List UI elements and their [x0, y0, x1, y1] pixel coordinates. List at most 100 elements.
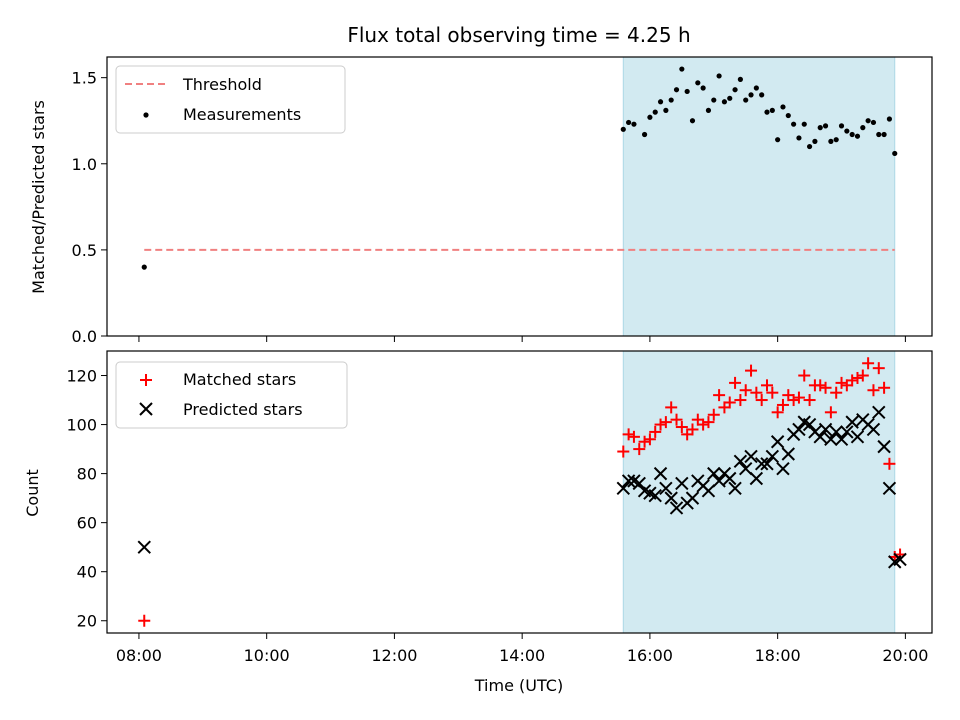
- matched-star-marker: [846, 374, 859, 387]
- measurement-point: [844, 128, 850, 134]
- measurement-point: [865, 118, 871, 124]
- measurement-point: [759, 92, 765, 98]
- matched-star-marker: [638, 435, 651, 448]
- legend-threshold-label: Threshold: [182, 75, 262, 94]
- x-tick-label: 12:00: [371, 646, 417, 665]
- matched-star-marker: [856, 369, 869, 382]
- top-panel-frame: [106, 56, 933, 337]
- measurement-point: [711, 97, 717, 103]
- predicted-star-marker: [824, 432, 838, 446]
- measurement-point: [641, 131, 648, 138]
- measurement-point: [775, 137, 781, 143]
- measurement-point: [626, 119, 632, 126]
- predicted-star-marker: [840, 425, 854, 439]
- top-y-tick-label: 1.5: [72, 69, 97, 88]
- measurement-point: [833, 137, 839, 143]
- measurement-point: [886, 116, 893, 122]
- measurement-point: [673, 87, 680, 93]
- bottom-panel: 08:00 10:00 12:00 14:00 16:00 18:00 20:00 20 40…: [23, 350, 933, 695]
- x-axis-label: Time (UTC): [474, 676, 563, 695]
- measurement-point: [668, 97, 674, 103]
- top-y-tick-label: 1.0: [72, 155, 97, 174]
- measurement-point: [620, 126, 626, 132]
- matched-star-marker: [643, 433, 656, 446]
- measurement-points: [141, 66, 898, 270]
- predicted-star-marker: [728, 481, 742, 496]
- matched-star-marker: [745, 364, 758, 377]
- predicted-star-marker: [818, 422, 833, 437]
- bottom-y-tick-label: 20: [77, 612, 97, 631]
- measurement-point: [705, 107, 712, 113]
- predicted-star-marker: [664, 491, 678, 505]
- legend-measurements-label: Measurements: [183, 105, 301, 124]
- predicted-star-marker: [723, 471, 737, 486]
- predicted-star-marker: [776, 461, 790, 476]
- matched-star-marker: [824, 406, 837, 419]
- predicted-star-marker: [653, 466, 668, 481]
- matched-star-marker: [739, 384, 752, 397]
- predicted-star-marker: [834, 432, 849, 446]
- predicted-star-marker: [621, 474, 636, 488]
- predicted-star-marker: [616, 481, 630, 496]
- measurement-point: [689, 118, 696, 124]
- matched-star-marker: [771, 406, 784, 419]
- measurement-point: [647, 114, 653, 120]
- matched-star-marker: [851, 371, 864, 384]
- measurement-point: [769, 107, 775, 113]
- matched-star-marker: [798, 369, 811, 382]
- measurement-point: [764, 109, 770, 115]
- predicted-star-marker: [813, 430, 827, 444]
- chart-title: Flux total observing time = 4.25 h: [347, 23, 690, 47]
- measurement-point: [785, 112, 791, 119]
- bottom-legend: Matched stars Predicted stars: [115, 361, 348, 429]
- legend-matched-swatch: [140, 374, 152, 386]
- bottom-y-tick-label: 100: [66, 416, 97, 435]
- top-shaded-region: [622, 56, 896, 337]
- bottom-y-tick-label: 80: [77, 465, 97, 484]
- bottom-y-tick-label: 120: [66, 367, 97, 386]
- matched-star-marker: [750, 386, 763, 399]
- matched-star-marker: [697, 418, 710, 431]
- predicted-star-marker: [850, 430, 865, 444]
- predicted-star-marker: [872, 405, 886, 420]
- matched-star-marker: [649, 425, 662, 438]
- matched-star-marker: [819, 381, 832, 394]
- matched-star-marker: [713, 389, 726, 402]
- matched-star-marker: [729, 376, 742, 389]
- predicted-star-marker: [707, 466, 721, 481]
- predicted-star-marker: [829, 425, 843, 439]
- measurement-point: [631, 121, 637, 127]
- predicted-star-marker: [765, 449, 780, 464]
- matched-star-marker: [755, 394, 768, 407]
- x-tick-label: 16:00: [627, 646, 673, 665]
- matched-star-marker: [654, 418, 667, 431]
- bottom-panel-frame: [106, 350, 933, 634]
- matched-star-marker: [686, 423, 699, 436]
- measurement-point: [849, 131, 855, 138]
- top-x-ticks: [138, 336, 906, 342]
- top-y-axis-label: Matched/Predicted stars: [29, 100, 48, 294]
- measurement-point: [881, 131, 887, 138]
- x-tick-label: 10:00: [244, 646, 290, 665]
- measurement-point: [663, 107, 669, 113]
- measurement-point: [780, 104, 786, 110]
- measurement-point: [716, 73, 722, 79]
- bottom-legend-box: [115, 361, 348, 429]
- x-tick-label: 20:00: [882, 646, 928, 665]
- predicted-star-marker: [675, 476, 689, 491]
- bottom-y-tick-label: 60: [77, 514, 97, 533]
- predicted-star-marker: [760, 457, 774, 471]
- matched-star-marker: [878, 381, 891, 394]
- predicted-star-marker: [659, 481, 673, 496]
- matched-star-marker: [803, 394, 816, 407]
- top-legend-box: [115, 65, 346, 134]
- matched-star-marker: [659, 416, 672, 429]
- matched-star-marker: [633, 443, 646, 456]
- matched-star-marker: [723, 396, 736, 409]
- predicted-star-marker: [701, 484, 716, 498]
- measurement-point: [828, 138, 834, 144]
- predicted-star-marker: [632, 476, 646, 491]
- x-tick-label: 14:00: [499, 646, 545, 665]
- x-tick-label: 08:00: [116, 646, 162, 665]
